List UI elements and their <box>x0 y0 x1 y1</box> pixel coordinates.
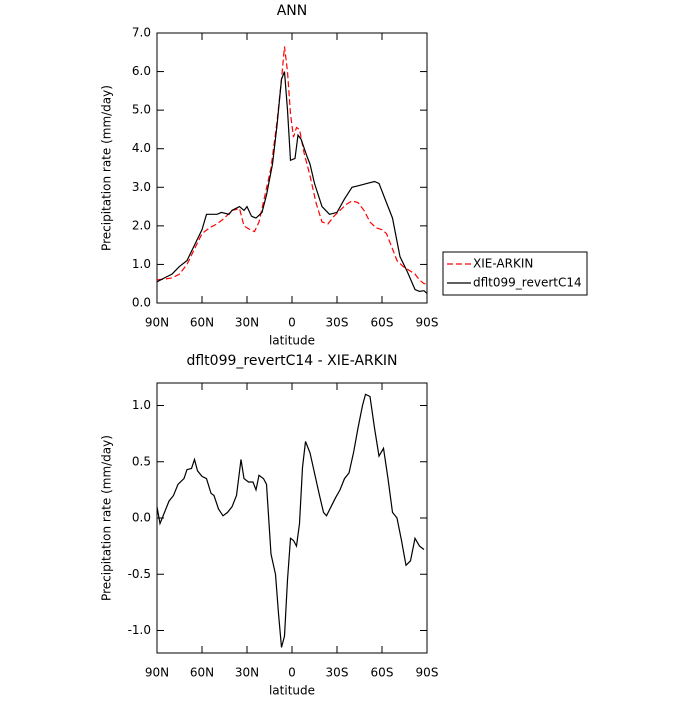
y-axis-label: Precipitation rate (mm/day) <box>100 85 114 251</box>
x-tick-label: 30N <box>235 666 259 680</box>
y-tick-label: 0.0 <box>132 511 151 525</box>
y-tick-label: 7.0 <box>132 26 151 40</box>
x-tick-label: 30S <box>326 316 349 330</box>
x-tick-label: 60S <box>371 316 394 330</box>
x-tick-label: 60N <box>190 666 214 680</box>
y-tick-label: 2.0 <box>132 218 151 232</box>
y-tick-label: 0.5 <box>132 454 151 468</box>
x-tick-label: 90S <box>416 316 439 330</box>
y-tick-label: 6.0 <box>132 64 151 78</box>
plot-frame <box>156 382 428 654</box>
legend-label: XIE-ARKIN <box>473 257 533 271</box>
x-axis-label: latitude <box>269 334 315 348</box>
data-line <box>156 46 427 285</box>
y-tick-label: 1.0 <box>132 398 151 412</box>
legend-label: dflt099_revertC14 <box>473 276 582 290</box>
y-tick-label: 1.0 <box>132 257 151 271</box>
plot-frame <box>156 32 428 304</box>
chart-title: dflt099_revertC14 - XIE-ARKIN <box>186 353 397 369</box>
legend-box <box>442 251 588 296</box>
y-tick-label: 0.0 <box>132 296 151 310</box>
y-tick-label: 5.0 <box>132 103 151 117</box>
x-tick-label: 30S <box>326 666 349 680</box>
x-axis-label: latitude <box>269 684 315 698</box>
y-axis-label: Precipitation rate (mm/day) <box>100 435 114 601</box>
x-tick-label: 0 <box>288 316 296 330</box>
y-tick-label: 4.0 <box>132 141 151 155</box>
y-tick-label: -0.5 <box>128 567 151 581</box>
x-tick-label: 90N <box>145 316 169 330</box>
data-line <box>156 393 425 648</box>
y-tick-label: 3.0 <box>132 180 151 194</box>
data-line <box>156 71 428 294</box>
x-tick-label: 30N <box>235 316 259 330</box>
chart-title: ANN <box>277 3 308 19</box>
x-tick-label: 90S <box>416 666 439 680</box>
x-tick-label: 60N <box>190 316 214 330</box>
x-tick-label: 90N <box>145 666 169 680</box>
x-tick-label: 0 <box>288 666 296 680</box>
x-tick-label: 60S <box>371 666 394 680</box>
y-tick-label: -1.0 <box>128 623 151 637</box>
